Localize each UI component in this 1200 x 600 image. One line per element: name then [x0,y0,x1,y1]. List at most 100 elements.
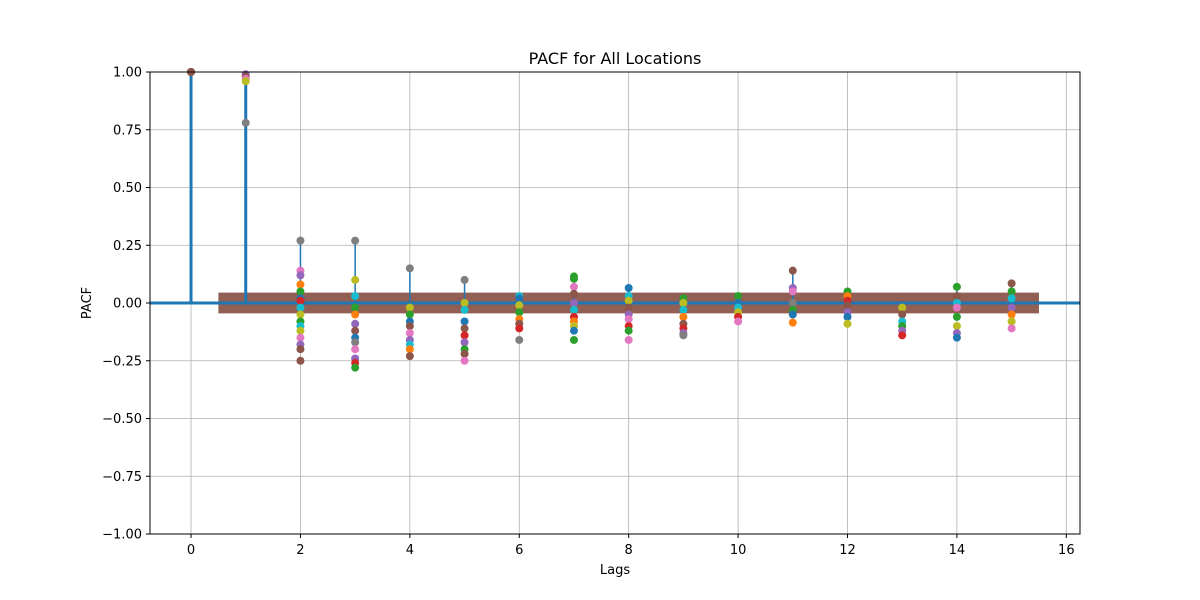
data-point [351,292,360,301]
x-tick-label: 12 [839,543,856,558]
data-point [952,322,961,331]
x-tick-label: 10 [730,543,747,558]
y-tick-label: −0.50 [102,412,142,427]
data-point [460,331,469,340]
y-tick-label: 0.50 [113,181,142,196]
data-point [788,318,797,327]
x-tick-label: 2 [296,543,304,558]
data-point [351,303,360,312]
data-point [624,296,633,305]
data-point [515,324,524,333]
data-point [1007,317,1016,326]
data-point [679,331,688,340]
data-point [788,266,797,275]
y-tick-label: 0.00 [113,297,142,312]
data-point [296,280,305,289]
x-axis-label: Lags [600,563,630,578]
data-point [624,315,633,324]
data-point [898,303,907,312]
data-point [460,317,469,326]
data-points [187,68,1016,372]
data-point [405,310,414,319]
data-point [296,271,305,280]
data-point [296,310,305,319]
tick-labels: 0 2 4 6 8 10 12 14 16 −1.00 −0.75 −0.50 −0.25 0.00 0.2… [102,66,1074,559]
data-point [515,294,524,303]
y-tick-label: −1.00 [102,528,142,543]
data-point [460,275,469,284]
data-point [296,296,305,305]
data-point [515,335,524,344]
data-point [296,326,305,335]
data-point [788,299,797,307]
data-point [952,303,961,312]
data-point [405,352,414,361]
data-point [952,312,961,321]
data-point [788,310,797,319]
y-axis-label: PACF [80,287,95,319]
data-point [843,319,852,328]
data-point [898,331,907,340]
y-tick-label: 0.75 [113,123,142,138]
x-tick-label: 6 [515,543,523,558]
x-tick-label: 4 [406,543,414,558]
chart-title: PACF for All Locations [529,49,702,68]
data-point [351,363,360,372]
data-point [351,310,360,319]
x-tick-label: 8 [625,543,633,558]
y-tick-label: 0.25 [113,239,142,254]
data-point [1007,294,1016,303]
data-point [405,329,414,338]
data-point [460,338,469,347]
data-point [569,274,578,283]
data-point [241,77,250,86]
data-point [679,312,688,321]
data-point [569,299,578,307]
data-point [241,118,250,127]
data-point [296,345,305,354]
data-point [679,299,688,307]
data-point [624,326,633,335]
data-point [296,356,305,365]
data-point [460,324,469,333]
data-point [460,349,469,358]
data-point [460,305,469,314]
data-point [1007,287,1016,296]
x-tick-label: 0 [187,543,195,558]
y-tick-label: 1.00 [113,66,142,81]
data-point [569,289,578,298]
y-tick-label: −0.75 [102,470,142,485]
data-point [569,326,578,335]
data-point [624,335,633,344]
x-tick-label: 14 [949,543,966,558]
data-point [296,303,305,312]
data-point [1007,324,1016,333]
data-point [296,287,305,296]
data-point [898,310,907,319]
data-point [734,292,743,301]
data-point [515,301,524,310]
data-point [296,236,305,245]
data-point [952,292,961,301]
data-point [679,305,688,314]
y-tick-label: −0.25 [102,354,142,369]
axes-frame [146,71,1081,538]
data-point [734,317,743,326]
data-point [843,301,852,310]
data-point [351,326,360,335]
data-point [405,264,414,273]
data-point [569,305,578,314]
data-point [460,299,469,307]
data-point [843,312,852,321]
data-point [952,282,961,291]
data-point [624,283,633,292]
data-point [351,319,360,328]
data-point [1007,279,1016,288]
data-point [351,345,360,354]
data-point [1007,303,1016,312]
data-point [405,322,414,331]
data-point [460,356,469,365]
data-point [952,333,961,342]
data-point [351,236,360,245]
